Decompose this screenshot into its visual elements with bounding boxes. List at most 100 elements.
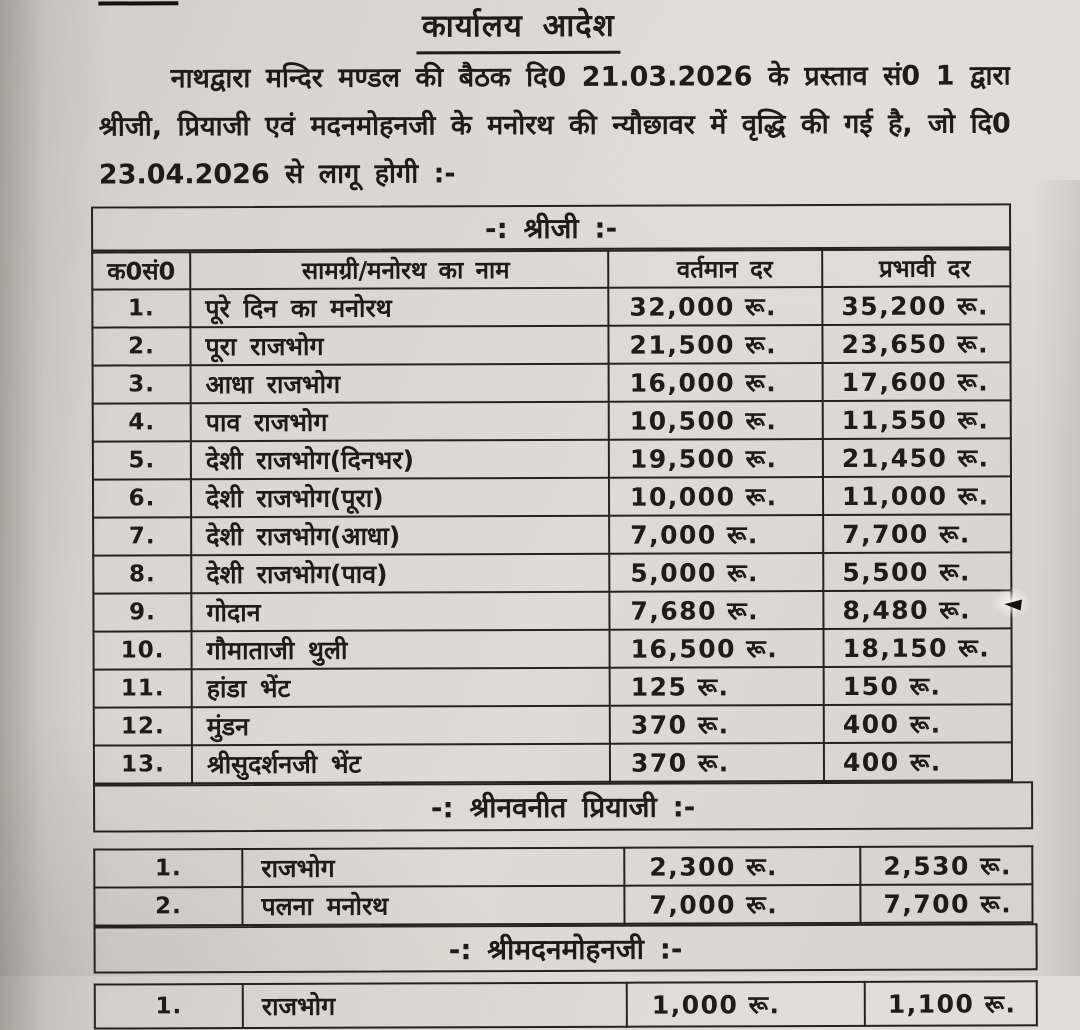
intro-line: नाथद्वारा मन्दिर मण्डल की बैठक दि0 21.03… — [170, 60, 1011, 95]
current-rate-cell: 370 रू. — [609, 743, 825, 782]
current-rate-cell: 32,000 रू. — [608, 287, 823, 326]
effective-rate-cell: 7,700 रू. — [823, 514, 1012, 554]
serial-cell: 2. — [92, 327, 191, 366]
current-rate-cell: 370 रू. — [609, 705, 824, 744]
serial-cell: 6. — [92, 479, 192, 518]
serial-cell: 3. — [92, 365, 191, 404]
effective-rate-cell: 400 रू. — [823, 704, 1012, 744]
serial-cell: 12. — [93, 707, 192, 746]
item-name-cell: देशी राजभोग(पाव) — [191, 553, 610, 594]
item-name-cell: आधा राजभोग — [190, 363, 609, 404]
table-row: 2. पलना मनोरथ 7,000 रू. 7,700 रू. — [94, 884, 1033, 926]
effective-rate-cell: 18,150 रू. — [823, 628, 1012, 668]
item-name-cell: राजभोग — [242, 847, 625, 888]
effective-rate-cell: 11,550 रू. — [822, 400, 1011, 440]
serial-cell: 9. — [93, 593, 192, 632]
rate-table-section: -: श्रीनवनीत प्रियाजी :- 1. राजभोग 2,300 रू… — [93, 781, 1037, 926]
table-row: 2. पूरा राजभोग 21,500 रू. 23,650 रू. — [92, 324, 1011, 366]
rate-table: 1. राजभोग 2,300 रू. 2,530 रू. 2. पलना मनोरथ 7,… — [93, 845, 1033, 926]
current-rate-cell: 21,500 रू. — [608, 325, 823, 364]
item-name-cell: देशी राजभोग(पूरा) — [190, 477, 610, 518]
column-header-row: क0सं0 सामग्री/मनोरथ का नाम वर्तमान दर प्रभा… — [92, 249, 1011, 290]
table-row: 8. देशी राजभोग(पाव) 5,000 रू. 5,500 रू. — [93, 552, 1012, 594]
current-rate-cell: 10,000 रू. — [608, 477, 824, 516]
effective-rate-cell: 1,100 रू. — [864, 981, 1037, 1026]
column-header-cell: क0सं0 — [92, 252, 191, 290]
rate-table-section: -: श्रीमदनमोहनजी :- 1. राजभोग 1,000 रू. 1,10… — [93, 923, 1038, 1029]
current-rate-cell: 7,000 रू. — [624, 884, 861, 924]
title-wrap: कार्यालय आदेश — [0, 2, 1078, 56]
table-row: 6. देशी राजभोग(पूरा) 10,000 रू. 11,000 रू. — [92, 476, 1012, 518]
item-name-cell: हांडा भेंट — [191, 667, 610, 708]
serial-cell: 10. — [93, 631, 192, 670]
table-row: 13. श्रीसुदर्शनजी भेंट 370 रू. 400 रू. — [93, 742, 1013, 784]
effective-rate-cell: 17,600 रू. — [822, 362, 1011, 402]
current-rate-cell: 1,000 रू. — [626, 981, 865, 1027]
table-row: 12. मुंडन 370 रू. 400 रू. — [93, 704, 1012, 746]
table-row: 1. राजभोग 2,300 रू. 2,530 रू. — [94, 846, 1033, 888]
item-name-cell: पलना मनोरथ — [242, 885, 625, 926]
intro-line: श्रीजी, प्रियाजी एवं मदनमोहनजी के मनोरथ … — [98, 108, 1011, 143]
column-header-cell: प्रभावी दर — [822, 249, 1011, 288]
serial-cell: 4. — [92, 403, 191, 442]
intro-line: 23.04.2026 से लागू होगी :- — [98, 158, 456, 191]
item-name-cell: राजभोग — [242, 982, 627, 1029]
serial-cell: 2. — [94, 887, 243, 926]
effective-rate-cell: 11,000 रू. — [822, 476, 1012, 516]
serial-cell: 7. — [93, 517, 192, 556]
serial-cell: 13. — [93, 745, 193, 784]
current-rate-cell: 2,300 रू. — [624, 846, 861, 886]
table-row: 1. राजभोग 1,000 रू. 1,100 रू. — [94, 981, 1037, 1029]
item-name-cell: श्रीसुदर्शनजी भेंट — [191, 743, 611, 784]
table-row: 5. देशी राजभोग(दिनभर) 19,500 रू. 21,450 रू. — [92, 438, 1011, 480]
serial-cell: 1. — [94, 849, 243, 888]
item-name-cell: गोदान — [191, 591, 610, 632]
rate-table: क0सं0 सामग्री/मनोरथ का नाम वर्तमान दर प्रभा… — [91, 248, 1013, 784]
item-name-cell: पूरा राजभोग — [190, 325, 609, 366]
effective-rate-cell: 8,480 रू. — [823, 590, 1012, 630]
rate-tables: -: श्रीजी :- क0सं0 सामग्री/मनोरथ का नाम वर्… — [91, 203, 1038, 1029]
item-name-cell: पूरे दिन का मनोरथ — [190, 287, 609, 328]
document-title: कार्यालय आदेश — [415, 3, 621, 55]
section-heading: -: श्रीजी :- — [91, 203, 1012, 252]
current-rate-cell: 7,000 रू. — [609, 515, 824, 554]
item-name-cell: पाव राजभोग — [190, 401, 609, 442]
serial-cell: 1. — [94, 984, 243, 1029]
table-row: 1. पूरे दिन का मनोरथ 32,000 रू. 35,200 रू. — [92, 286, 1011, 328]
effective-rate-cell: 21,450 रू. — [822, 438, 1011, 478]
serial-cell: 5. — [92, 441, 191, 480]
table-row: 11. हांडा भेंट 125 रू. 150 रू. — [93, 666, 1012, 708]
current-rate-cell: 7,680 रू. — [609, 591, 824, 630]
column-header-cell: वर्तमान दर — [608, 250, 823, 288]
current-rate-cell: 125 रू. — [609, 667, 824, 706]
current-rate-cell: 10,500 रू. — [608, 401, 823, 440]
rate-table-section: -: श्रीजी :- क0सं0 सामग्री/मनोरथ का नाम वर्… — [91, 203, 1037, 784]
effective-rate-cell: 35,200 रू. — [822, 286, 1011, 326]
item-name-cell: गौमाताजी थुली — [191, 629, 610, 670]
effective-rate-cell: 150 रू. — [823, 666, 1012, 706]
effective-rate-cell: 2,530 रू. — [860, 846, 1033, 885]
table-row: 9. गोदान 7,680 रू. 8,480 रू. — [93, 590, 1012, 632]
serial-cell: 8. — [93, 555, 192, 594]
table-row: 3. आधा राजभोग 16,000 रू. 17,600 रू. — [92, 362, 1011, 404]
effective-rate-cell: 5,500 रू. — [823, 552, 1012, 592]
item-name-cell: देशी राजभोग(दिनभर) — [190, 439, 609, 480]
table-row: 10. गौमाताजी थुली 16,500 रू. 18,150 रू. — [93, 628, 1012, 670]
table-row: 7. देशी राजभोग(आधा) 7,000 रू. 7,700 रू. — [93, 514, 1012, 556]
column-header-cell: सामग्री/मनोरथ का नाम — [190, 250, 609, 290]
section-heading: -: श्रीनवनीत प्रियाजी :- — [93, 781, 1034, 833]
effective-rate-cell: 23,650 रू. — [822, 324, 1011, 364]
current-rate-cell: 16,500 रू. — [609, 629, 824, 668]
current-rate-cell: 5,000 रू. — [609, 553, 824, 592]
section-heading: -: श्रीमदनमोहनजी :- — [93, 923, 1038, 974]
current-rate-cell: 19,500 रू. — [608, 439, 823, 478]
intro-paragraph: नाथद्वारा मन्दिर मण्डल की बैठक दि0 21.03… — [98, 52, 1011, 199]
item-name-cell: मुंडन — [191, 705, 610, 746]
table-row: 4. पाव राजभोग 10,500 रू. 11,550 रू. — [92, 400, 1011, 442]
serial-cell: 1. — [92, 289, 191, 328]
rate-table: 1. राजभोग 1,000 रू. 1,100 रू. — [94, 980, 1038, 1029]
effective-rate-cell: 400 रू. — [823, 742, 1013, 782]
serial-cell: 11. — [93, 669, 192, 708]
current-rate-cell: 16,000 रू. — [608, 363, 823, 402]
